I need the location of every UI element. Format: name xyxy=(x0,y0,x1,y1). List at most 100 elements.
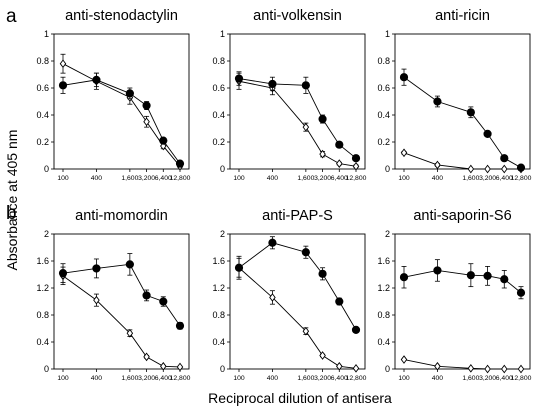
chart-title: anti-PAP-S xyxy=(262,208,333,224)
x-tick-label: 100 xyxy=(57,375,69,382)
x-tick-label: 6,400 xyxy=(496,375,513,382)
data-point-filled-circle xyxy=(433,266,442,275)
x-tick-label: 1,600 xyxy=(121,375,138,382)
data-point-open-diamond xyxy=(400,148,408,158)
x-tick-label: 100 xyxy=(233,175,245,182)
y-tick-label: 0.8 xyxy=(212,310,225,320)
series-line-2 xyxy=(62,63,181,167)
chart-title: anti-ricin xyxy=(435,8,490,24)
plot-frame xyxy=(394,233,531,370)
data-point-open-diamond xyxy=(352,363,360,373)
series-line-2 xyxy=(62,275,181,368)
chart-title: anti-volkensin xyxy=(253,8,342,24)
y-tick-label: 0 xyxy=(385,364,390,374)
y-tick-label: 0.4 xyxy=(377,337,390,347)
plot-frame xyxy=(229,233,366,370)
y-tick-label: 0.6 xyxy=(36,83,49,93)
x-tick-label: 3,200 xyxy=(479,375,496,382)
data-point-filled-circle xyxy=(175,159,185,168)
data-point-open-diamond xyxy=(467,164,475,174)
series-line-1 xyxy=(403,76,522,169)
data-point-filled-circle xyxy=(159,297,168,306)
x-tick-label: 12,800 xyxy=(346,175,367,182)
data-point-open-diamond xyxy=(319,149,326,159)
x-tick-label: 3,200 xyxy=(314,375,331,382)
x-tick-label: 400 xyxy=(267,175,279,182)
y-tick-label: 0.4 xyxy=(212,337,225,347)
data-point-open-diamond xyxy=(176,362,184,372)
series-line-1 xyxy=(62,263,181,327)
data-point-open-diamond xyxy=(400,355,408,364)
x-tick-label: 3,200 xyxy=(138,175,155,182)
x-tick-label: 12,800 xyxy=(511,175,532,182)
x-tick-label: 3,200 xyxy=(138,375,155,382)
x-tick-label: 6,400 xyxy=(155,175,172,182)
x-tick-label: 400 xyxy=(432,375,444,382)
data-point-open-diamond xyxy=(501,364,508,374)
y-tick-label: 0.2 xyxy=(377,137,390,147)
data-point-filled-circle xyxy=(318,114,327,124)
panel-letter-b: b xyxy=(6,203,17,224)
data-point-filled-circle xyxy=(516,288,526,297)
x-tick-label: 1,600 xyxy=(121,175,138,182)
y-tick-label: 1.2 xyxy=(377,283,390,293)
chart-title: anti-momordin xyxy=(75,208,168,224)
panels-group: anti-stenodactylin 0 0.2 0.4 0.6 0.8 1 100 400 1,… xyxy=(36,8,531,382)
x-tick-label: 6,400 xyxy=(331,175,348,182)
y-tick-label: 0.4 xyxy=(377,110,390,120)
data-point-filled-circle xyxy=(92,264,101,273)
y-tick-label: 0.8 xyxy=(377,310,390,320)
chart-panel-2: anti-volkensin 0 0.2 0.4 0.6 0.8 1 100 400 1,600 3… xyxy=(212,8,366,182)
y-tick-label: 2 xyxy=(44,229,49,239)
y-tick-label: 1.6 xyxy=(212,256,225,266)
data-point-filled-circle xyxy=(399,273,409,282)
chart-panel-1: anti-stenodactylin 0 0.2 0.4 0.6 0.8 1 100 400 1,… xyxy=(36,8,190,182)
chart-panel-3: anti-ricin 0 0.2 0.4 0.6 0.8 1 100 400 1,600 3,200… xyxy=(377,8,531,182)
data-point-filled-circle xyxy=(433,97,442,106)
x-tick-label: 100 xyxy=(57,175,69,182)
plot-frame xyxy=(53,233,190,370)
y-tick-label: 0.8 xyxy=(212,56,225,66)
data-point-filled-circle xyxy=(335,297,344,306)
data-point-filled-circle xyxy=(301,248,310,257)
x-tick-label: 400 xyxy=(91,175,103,182)
x-tick-label: 6,400 xyxy=(331,375,348,382)
data-point-filled-circle xyxy=(466,108,475,117)
chart-title: anti-saporin-S6 xyxy=(413,208,511,224)
data-point-filled-circle xyxy=(92,75,101,84)
data-point-filled-circle xyxy=(125,260,134,269)
chart-title: anti-stenodactylin xyxy=(65,8,178,24)
data-point-filled-circle xyxy=(500,275,509,284)
x-tick-label: 3,200 xyxy=(479,175,496,182)
data-point-open-diamond xyxy=(126,328,134,338)
data-point-open-diamond xyxy=(484,164,491,174)
data-point-open-diamond xyxy=(160,361,167,371)
y-tick-label: 0.4 xyxy=(212,110,225,120)
series-line-2 xyxy=(238,80,357,167)
x-tick-label: 100 xyxy=(398,175,410,182)
data-point-open-diamond xyxy=(484,364,491,374)
y-tick-label: 0.4 xyxy=(36,110,49,120)
data-point-filled-circle xyxy=(351,325,361,334)
plot-frame xyxy=(229,33,366,170)
y-tick-label: 1 xyxy=(385,29,390,39)
x-tick-label: 400 xyxy=(432,175,444,182)
y-tick-label: 0.2 xyxy=(212,137,225,147)
x-tick-label: 12,800 xyxy=(511,375,532,382)
data-point-open-diamond xyxy=(434,160,441,170)
y-tick-label: 2 xyxy=(385,229,390,239)
data-point-filled-circle xyxy=(268,238,277,247)
data-point-open-diamond xyxy=(467,363,475,373)
data-point-open-diamond xyxy=(302,122,310,132)
data-point-filled-circle xyxy=(234,263,244,272)
y-tick-label: 0 xyxy=(220,364,225,374)
y-tick-label: 0.2 xyxy=(36,137,49,147)
data-point-filled-circle xyxy=(142,101,151,110)
data-point-open-diamond xyxy=(352,161,360,171)
y-tick-label: 0.8 xyxy=(36,56,49,66)
x-tick-label: 12,800 xyxy=(170,175,191,182)
data-point-open-diamond xyxy=(319,351,326,360)
data-point-open-diamond xyxy=(59,59,67,69)
x-tick-label: 1,600 xyxy=(297,375,314,382)
